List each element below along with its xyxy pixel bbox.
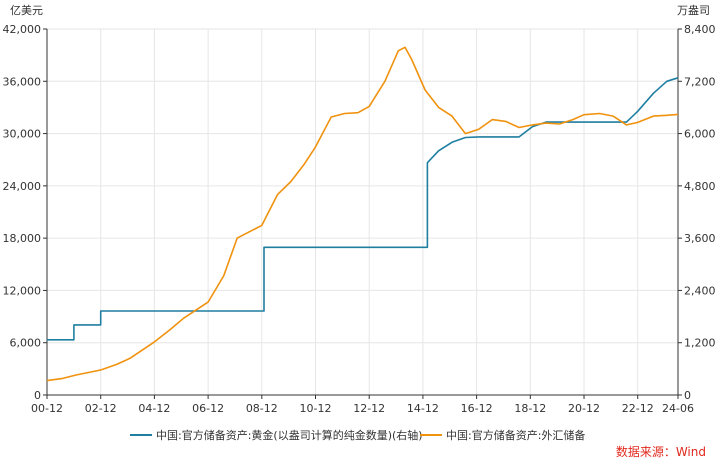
- x-tick-label: 20-12: [568, 402, 600, 415]
- right-tick-label: 8,400: [684, 23, 716, 36]
- left-tick-label: 0: [34, 389, 41, 402]
- x-tick-label: 18-12: [514, 402, 546, 415]
- series-layer: [46, 46, 679, 382]
- x-tick-label: 22-12: [622, 402, 654, 415]
- right-tick-label: 2,400: [684, 284, 716, 297]
- x-tick-label: 24-06: [662, 402, 694, 415]
- x-tick-label: 10-12: [300, 402, 332, 415]
- x-tick-label: 00-12: [31, 402, 63, 415]
- grid: [47, 28, 678, 395]
- source-label: 数据来源：Wind: [616, 444, 706, 459]
- left-tick-label: 24,000: [3, 180, 42, 193]
- left-tick-label: 36,000: [3, 75, 42, 88]
- x-tick-label: 04-12: [138, 402, 170, 415]
- x-tick-label: 14-12: [407, 402, 439, 415]
- fx-reserve-line: [46, 46, 679, 382]
- right-tick-label: 3,600: [684, 232, 716, 245]
- right-tick-label: 0: [684, 389, 691, 402]
- x-tick-label: 06-12: [192, 402, 224, 415]
- legend-label: 中国:官方储备资产:外汇储备: [446, 428, 585, 442]
- left-axis: 0 6,000 12,000 18,000 24,000 30,000 36,000 42,0…: [3, 23, 48, 402]
- right-axis: 0 1,200 2,400 3,600 4,800 6,000 7,200 8,400: [677, 23, 716, 402]
- gold-reserve-line: [47, 77, 679, 341]
- left-tick-label: 30,000: [3, 128, 42, 141]
- legend-label: 中国:官方储备资产:黄金(以盎司计算的纯金数量)(右轴): [156, 428, 423, 442]
- x-tick-label: 16-12: [461, 402, 493, 415]
- right-tick-label: 6,000: [684, 128, 716, 141]
- x-axis: 00-12 02-12 04-12 06-12 08-12 10-12 12-12 14-12…: [31, 394, 694, 415]
- right-tick-label: 4,800: [684, 180, 716, 193]
- left-tick-label: 18,000: [3, 232, 42, 245]
- left-tick-label: 6,000: [10, 337, 42, 350]
- left-tick-label: 42,000: [3, 23, 42, 36]
- x-tick-label: 12-12: [353, 402, 385, 415]
- x-tick-label: 08-12: [246, 402, 278, 415]
- right-axis-unit: 万盎司: [677, 3, 710, 17]
- right-tick-label: 7,200: [684, 75, 716, 88]
- x-tick-label: 02-12: [85, 402, 117, 415]
- legend: 中国:官方储备资产:黄金(以盎司计算的纯金数量)(右轴) 中国:官方储备资产:外汇…: [130, 428, 585, 442]
- left-axis-unit: 亿美元: [10, 4, 43, 17]
- left-tick-label: 12,000: [3, 284, 42, 297]
- right-tick-label: 1,200: [684, 337, 716, 350]
